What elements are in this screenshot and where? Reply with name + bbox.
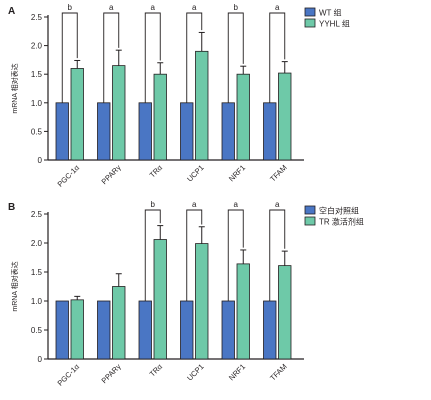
y-tick-label: 0.5 xyxy=(31,127,43,136)
x-tick-label: NRF1 xyxy=(227,362,247,382)
x-tick-label: TRα xyxy=(148,362,165,379)
significance-bracket xyxy=(144,12,161,103)
significance-label: a xyxy=(151,3,156,12)
legend-swatch xyxy=(304,205,316,215)
y-tick-label: 1.5 xyxy=(31,70,43,79)
legend-label: TR 激活剂组 xyxy=(319,217,364,227)
x-tick-label: PPARγ xyxy=(100,163,123,186)
bar-YYHL 组 xyxy=(112,65,126,161)
significance-bracket xyxy=(269,12,286,103)
bar-TR 激活剂组 xyxy=(278,265,292,360)
bar-空白对照组 xyxy=(263,300,277,360)
bar-WT 组 xyxy=(55,102,69,161)
y-tick-label: 0 xyxy=(38,156,43,165)
bar-空白对照组 xyxy=(138,300,152,360)
x-tick-label: PGC-1α xyxy=(56,163,82,189)
significance-label: a xyxy=(234,200,239,209)
bar-WT 组 xyxy=(263,102,277,161)
y-tick-label: 1.0 xyxy=(31,297,43,306)
x-tick-label: NRF1 xyxy=(227,163,247,183)
x-tick-label: UCP1 xyxy=(185,362,206,383)
y-axis-label: mRNA 相对表达 xyxy=(10,261,19,311)
significance-label: b xyxy=(151,200,156,209)
y-tick-label: 1.5 xyxy=(31,268,43,277)
significance-bracket xyxy=(227,209,244,301)
bar-YYHL 组 xyxy=(236,73,250,161)
y-tick-label: 2.0 xyxy=(31,42,43,51)
bar-WT 组 xyxy=(180,102,194,161)
bar-TR 激活剂组 xyxy=(236,263,250,360)
significance-label: a xyxy=(275,200,280,209)
bar-WT 组 xyxy=(97,102,111,161)
x-tick-label: PGC-1α xyxy=(56,362,82,388)
bar-TR 激活剂组 xyxy=(70,299,84,360)
y-axis-label: mRNA 相对表达 xyxy=(10,63,19,113)
bar-空白对照组 xyxy=(97,300,111,360)
legend-label: 空白对照组 xyxy=(319,206,359,216)
bar-TR 激活剂组 xyxy=(153,239,167,360)
bar-TR 激活剂组 xyxy=(195,243,209,360)
y-tick-label: 0.5 xyxy=(31,326,43,335)
significance-bracket xyxy=(144,209,161,301)
x-tick-label: TFAM xyxy=(268,362,289,383)
legend-swatch xyxy=(304,7,316,17)
significance-bracket xyxy=(61,12,78,103)
bar-YYHL 组 xyxy=(70,68,84,161)
bar-WT 组 xyxy=(221,102,235,161)
significance-bracket xyxy=(269,209,286,301)
x-tick-label: TFAM xyxy=(268,163,289,184)
legend-swatch xyxy=(304,216,316,226)
significance-bracket xyxy=(103,12,120,103)
panel-label: A xyxy=(8,6,15,17)
bar-YYHL 组 xyxy=(153,73,167,161)
significance-bracket xyxy=(186,209,203,301)
x-tick-label: PPARγ xyxy=(100,362,123,385)
y-tick-label: 2.5 xyxy=(31,13,43,22)
bar-WT 组 xyxy=(138,102,152,161)
y-tick-label: 2.0 xyxy=(31,239,43,248)
significance-label: a xyxy=(275,3,280,12)
significance-bracket xyxy=(227,12,244,103)
legend-swatch xyxy=(304,18,316,28)
x-tick-label: UCP1 xyxy=(185,163,206,184)
bar-空白对照组 xyxy=(55,300,69,360)
legend-label: YYHL 组 xyxy=(319,19,350,29)
bar-TR 激活剂组 xyxy=(112,286,126,360)
significance-label: a xyxy=(192,200,197,209)
bar-YYHL 组 xyxy=(278,72,292,161)
bar-空白对照组 xyxy=(221,300,235,360)
panel-label: B xyxy=(8,202,15,213)
bar-YYHL 组 xyxy=(195,50,209,161)
significance-label: a xyxy=(192,3,197,12)
bar-空白对照组 xyxy=(180,300,194,360)
y-tick-label: 0 xyxy=(38,355,43,364)
y-tick-label: 2.5 xyxy=(31,210,43,219)
x-tick-label: TRα xyxy=(148,163,165,180)
significance-label: b xyxy=(234,3,239,12)
y-tick-label: 1.0 xyxy=(31,99,43,108)
legend-label: WT 组 xyxy=(319,8,342,18)
significance-label: a xyxy=(109,3,114,12)
significance-label: b xyxy=(68,3,73,12)
significance-bracket xyxy=(186,12,203,103)
